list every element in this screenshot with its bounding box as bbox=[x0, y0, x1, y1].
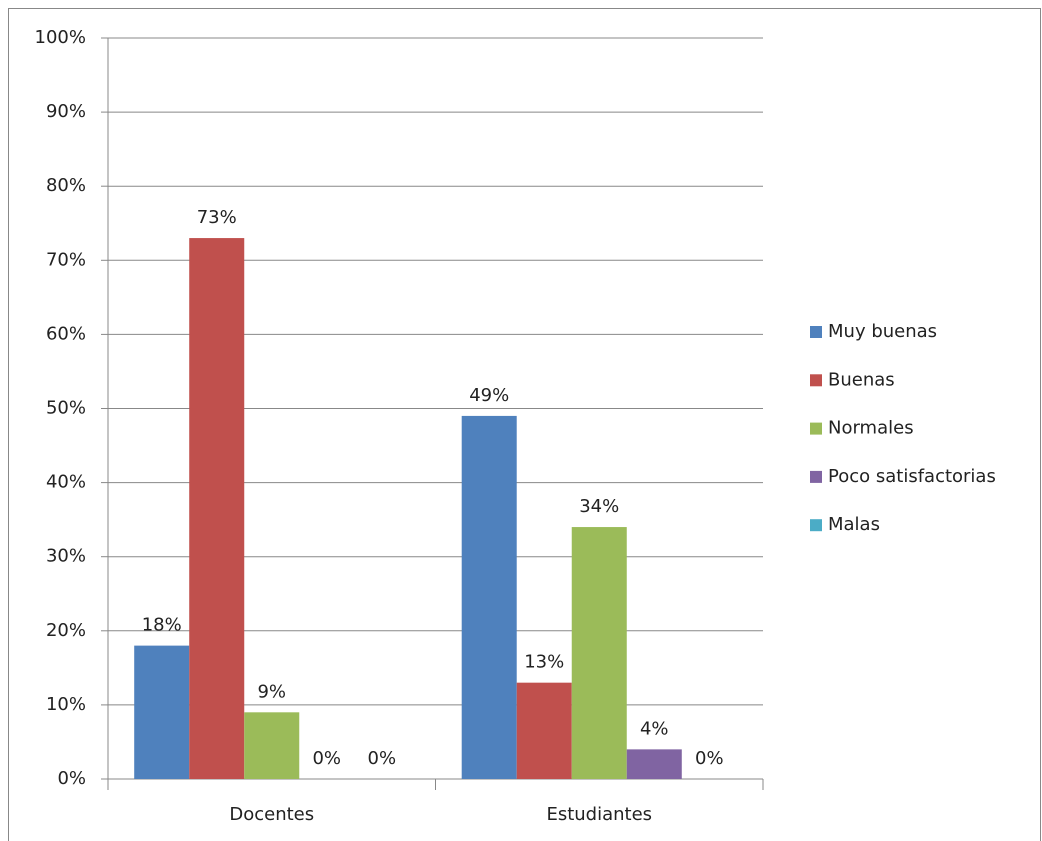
legend-label: Buenas bbox=[828, 369, 895, 390]
y-tick-label: 90% bbox=[46, 101, 86, 122]
value-label: 49% bbox=[469, 385, 509, 406]
value-label: 13% bbox=[524, 652, 564, 673]
bar bbox=[244, 712, 300, 779]
x-tick-label: Docentes bbox=[229, 804, 314, 825]
value-label: 34% bbox=[579, 496, 619, 517]
y-tick-label: 10% bbox=[46, 694, 86, 715]
bar bbox=[626, 749, 682, 779]
bar bbox=[571, 527, 627, 779]
value-label: 4% bbox=[640, 718, 669, 739]
bar bbox=[461, 415, 517, 779]
bar bbox=[189, 238, 245, 779]
y-tick-label: 50% bbox=[46, 398, 86, 419]
legend-swatch bbox=[810, 470, 822, 483]
value-label: 0% bbox=[368, 748, 397, 769]
legend-label: Muy buenas bbox=[828, 321, 937, 342]
value-label: 73% bbox=[197, 207, 237, 228]
y-tick-label: 60% bbox=[46, 323, 86, 344]
value-label: 0% bbox=[312, 748, 341, 769]
bar bbox=[134, 645, 190, 779]
value-label: 18% bbox=[142, 615, 182, 636]
y-tick-label: 0% bbox=[57, 768, 86, 789]
value-label: 0% bbox=[695, 748, 724, 769]
y-tick-label: 100% bbox=[35, 27, 86, 48]
x-tick-label: Estudiantes bbox=[546, 804, 652, 825]
y-tick-label: 70% bbox=[46, 249, 86, 270]
legend-swatch bbox=[810, 422, 822, 435]
legend-swatch bbox=[810, 519, 822, 532]
legend-label: Normales bbox=[828, 418, 914, 439]
y-tick-label: 30% bbox=[46, 546, 86, 567]
y-tick-label: 80% bbox=[46, 175, 86, 196]
legend-swatch bbox=[810, 326, 822, 338]
legend-label: Poco satisfactorias bbox=[828, 466, 996, 487]
y-tick-label: 40% bbox=[46, 472, 86, 493]
legend-label: Malas bbox=[828, 514, 880, 535]
legend-swatch bbox=[810, 374, 822, 387]
value-label: 9% bbox=[257, 681, 286, 702]
y-tick-label: 20% bbox=[46, 620, 86, 641]
bar bbox=[516, 682, 572, 779]
